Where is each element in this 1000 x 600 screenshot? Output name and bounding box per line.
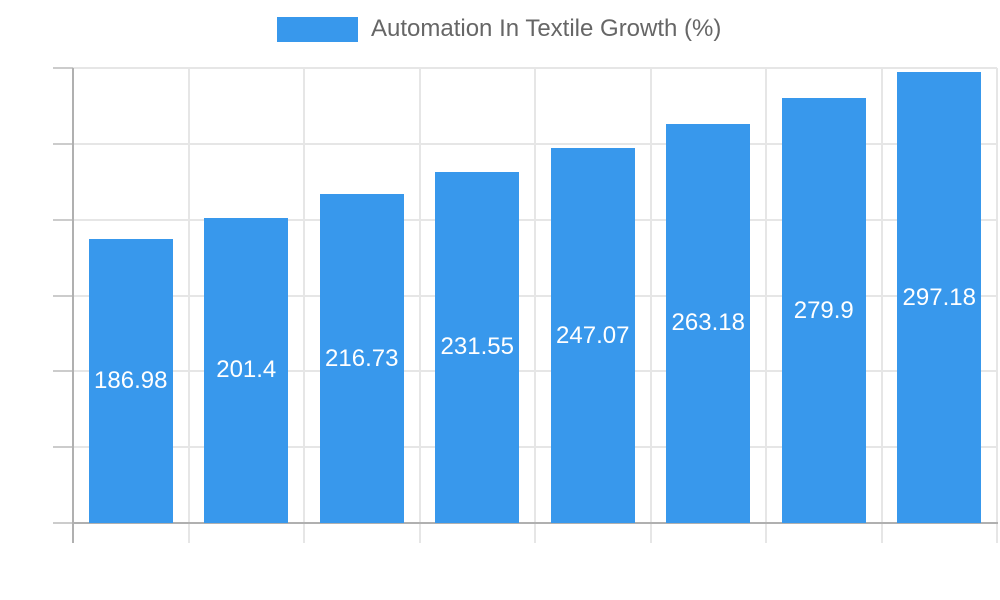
x-tick-mark [880, 523, 883, 543]
bar[interactable] [897, 72, 982, 523]
bar[interactable] [204, 217, 289, 523]
bar[interactable] [781, 98, 866, 523]
bar-value-label: 186.98 [94, 367, 168, 395]
bar[interactable] [88, 239, 173, 523]
y-tick-mark [53, 218, 73, 221]
bar[interactable] [666, 123, 751, 523]
bar[interactable] [435, 171, 520, 523]
bar-value-label: 297.18 [902, 283, 976, 311]
x-tick-mark [996, 523, 998, 543]
legend-swatch [277, 16, 358, 42]
y-tick-mark [53, 446, 73, 449]
x-gridline [765, 68, 767, 523]
x-gridline [534, 68, 536, 523]
bar-value-label: 279.9 [793, 296, 854, 324]
bar-value-label: 247.07 [556, 321, 630, 349]
x-tick-mark [303, 523, 305, 543]
bar-value-label: 263.18 [671, 309, 745, 337]
x-tick-mark [418, 523, 421, 543]
bar-value-label: 216.73 [325, 344, 399, 372]
y-tick-mark [53, 522, 73, 524]
y-tick-mark [53, 142, 73, 145]
legend-item[interactable]: Automation In Textile Growth (%) [277, 14, 721, 44]
legend-label: Automation In Textile Growth (%) [371, 15, 722, 42]
x-gridline [303, 68, 305, 523]
x-gridline [880, 68, 883, 523]
x-tick-mark [765, 523, 767, 543]
x-tick-mark [649, 523, 652, 543]
bar[interactable] [319, 194, 404, 523]
x-tick-mark [534, 523, 536, 543]
x-gridline [996, 68, 998, 523]
y-tick-mark [53, 370, 73, 373]
y-tick-mark [53, 67, 73, 69]
x-gridline [649, 68, 652, 523]
x-axis-line [72, 522, 998, 524]
bar[interactable] [550, 148, 635, 523]
x-gridline [418, 68, 421, 523]
bar-value-label: 201.4 [216, 356, 277, 384]
x-gridline [187, 68, 190, 523]
x-tick-mark [72, 523, 74, 543]
x-tick-mark [187, 523, 190, 543]
bar-value-label: 231.55 [440, 333, 514, 361]
y-tick-mark [53, 294, 73, 297]
y-axis-line [72, 68, 74, 523]
